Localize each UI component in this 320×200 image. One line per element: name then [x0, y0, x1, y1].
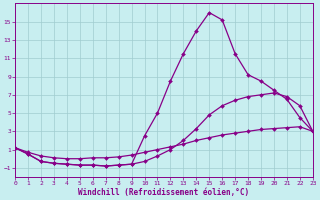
X-axis label: Windchill (Refroidissement éolien,°C): Windchill (Refroidissement éolien,°C)	[78, 188, 250, 197]
